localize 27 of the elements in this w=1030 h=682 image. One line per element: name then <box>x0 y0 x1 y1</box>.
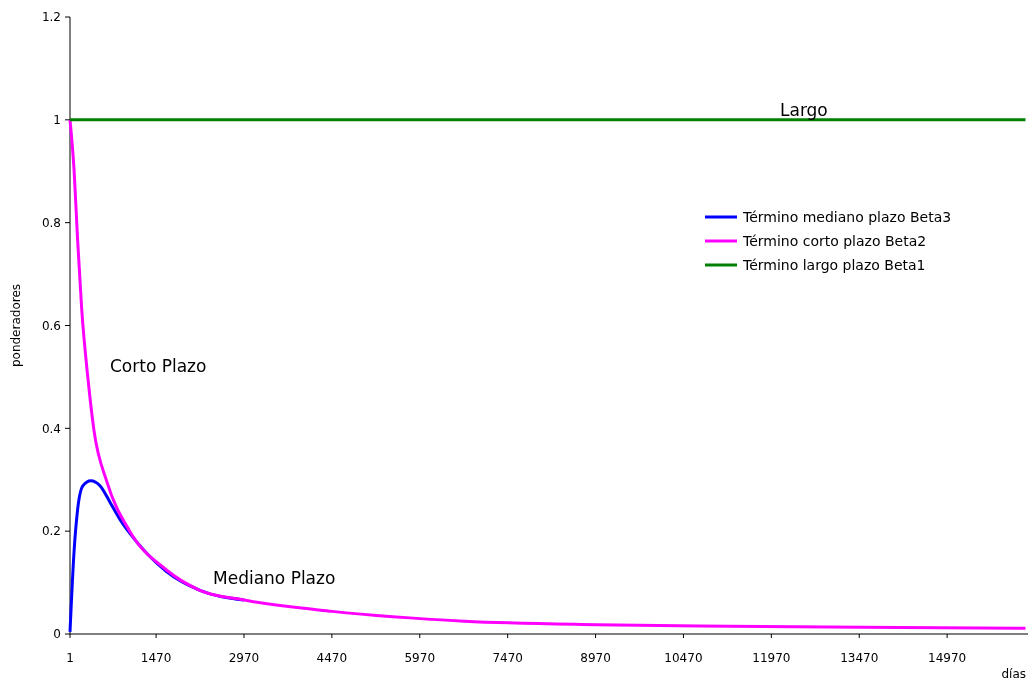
x-tick-label: 8970 <box>580 651 611 665</box>
x-tick-label: 2970 <box>228 651 260 665</box>
x-tick-label: 1 <box>66 651 74 665</box>
x-tick-label: 10470 <box>664 651 703 665</box>
x-axis-title: días <box>1001 667 1026 681</box>
x-tick-label: 7470 <box>492 651 523 665</box>
y-tick-label: 0.4 <box>41 421 61 436</box>
y-tick-label: 1.2 <box>41 10 61 25</box>
x-tick-label: 11970 <box>752 651 791 665</box>
x-tick-label: 14970 <box>928 651 967 665</box>
y-axis-title: ponderadores <box>9 283 23 368</box>
x-tick-label: 13470 <box>840 651 879 665</box>
y-tick-label: 0.2 <box>41 524 61 539</box>
y-tick-label: 1 <box>53 113 61 128</box>
y-tick-label: 0.8 <box>41 215 61 230</box>
y-tick-label: 0.6 <box>41 318 61 333</box>
annotation: Corto Plazo <box>110 356 207 376</box>
legend-label: Término mediano plazo Beta3 <box>742 208 952 225</box>
y-tick-label: 0 <box>53 627 61 642</box>
legend-label: Término corto plazo Beta2 <box>742 232 927 249</box>
legend-label: Término largo plazo Beta1 <box>742 256 926 273</box>
x-tick-label: 1470 <box>140 651 172 665</box>
annotation: Largo <box>780 100 828 120</box>
x-tick-label: 5970 <box>404 651 436 665</box>
x-tick-label: 4470 <box>316 651 348 665</box>
annotation: Mediano Plazo <box>213 568 336 588</box>
line-series <box>68 118 1027 630</box>
